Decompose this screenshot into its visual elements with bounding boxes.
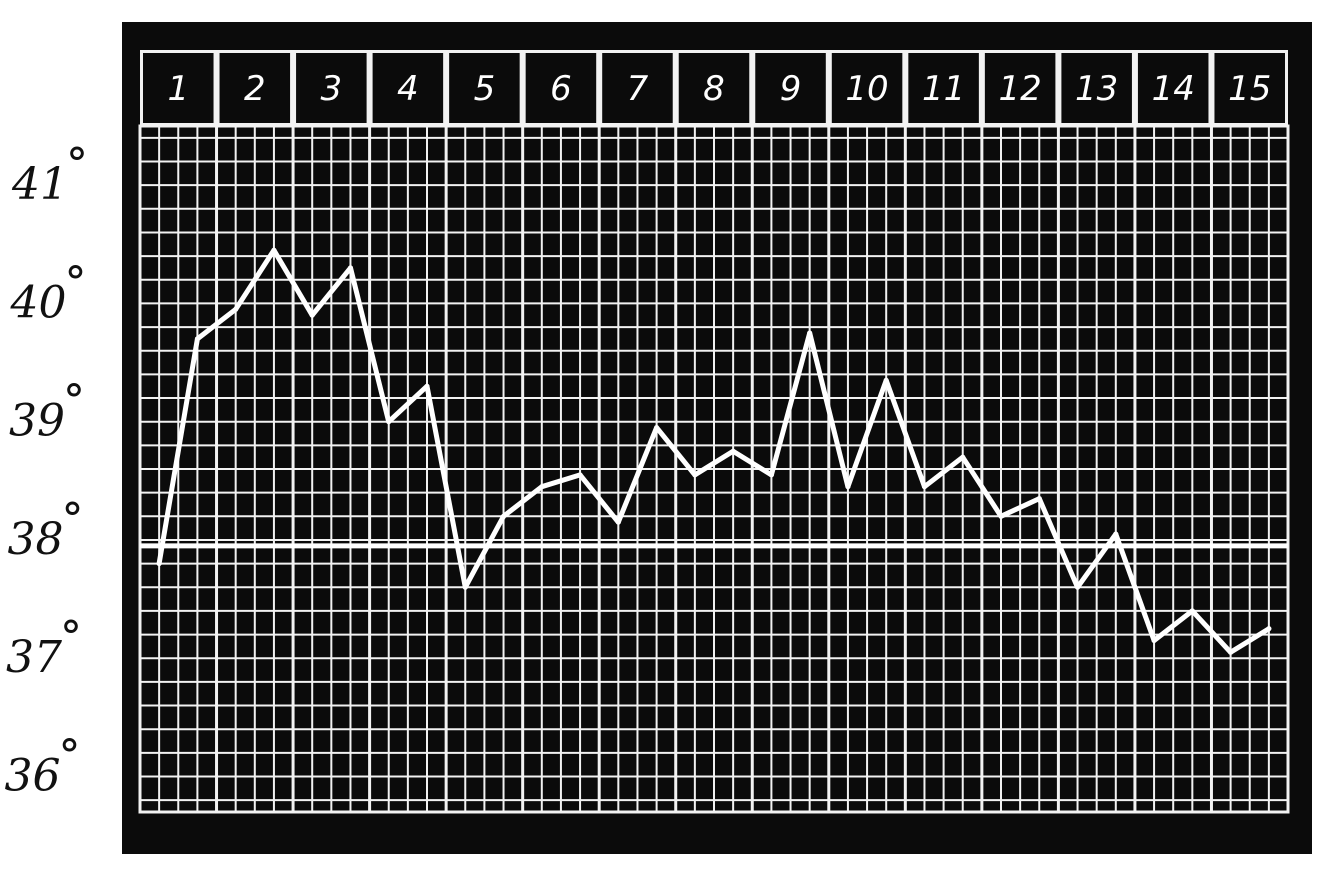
data-point xyxy=(233,306,239,312)
day-header-cell xyxy=(678,53,750,123)
data-point xyxy=(1036,496,1042,502)
day-header-cell xyxy=(372,53,444,123)
data-point xyxy=(1075,584,1081,590)
temperature-series xyxy=(156,247,1272,655)
day-label: 7 xyxy=(627,69,649,109)
data-point xyxy=(807,330,813,336)
day-label: 15 xyxy=(1228,69,1271,109)
data-point xyxy=(1228,649,1234,655)
data-point xyxy=(768,472,774,478)
day-header-cell xyxy=(449,53,520,123)
day-header-cell xyxy=(525,53,597,123)
data-point xyxy=(998,513,1004,519)
data-point xyxy=(347,265,353,271)
degree-symbol: ° xyxy=(60,612,82,663)
data-point xyxy=(1113,531,1119,537)
day-label: 3 xyxy=(321,69,343,109)
day-label: 9 xyxy=(780,69,802,109)
degree-symbol: ° xyxy=(62,494,84,545)
day-label: 11 xyxy=(922,69,965,109)
degree-symbol: ° xyxy=(66,139,88,190)
data-point xyxy=(501,513,507,519)
day-header-cell xyxy=(219,53,291,123)
day-header-cell xyxy=(1061,53,1132,123)
data-point xyxy=(692,472,698,478)
day-header-cell xyxy=(984,53,1056,123)
day-label: 14 xyxy=(1152,69,1195,109)
degree-symbol: ° xyxy=(65,257,87,308)
degree-symbol: ° xyxy=(59,731,81,782)
day-label: 2 xyxy=(244,69,266,109)
data-point xyxy=(539,484,545,490)
day-label: 6 xyxy=(550,69,572,109)
y-axis: 41°40°39°38°37°36° xyxy=(5,139,89,801)
data-point xyxy=(921,484,927,490)
day-label: 12 xyxy=(999,69,1042,109)
degree-symbol: ° xyxy=(63,376,85,427)
data-point xyxy=(960,454,966,460)
y-tick-label: 36 xyxy=(5,751,61,802)
y-tick-label: 41 xyxy=(11,159,68,210)
day-header-cell xyxy=(143,53,214,123)
day-header-row: 1 2 3 4 5 6 7 8 9 10 11 12 13 14 15 xyxy=(140,50,1288,126)
day-header-cell xyxy=(1214,53,1285,123)
data-point xyxy=(577,472,583,478)
day-header-cell xyxy=(1137,53,1209,123)
data-point xyxy=(730,448,736,454)
day-label: 8 xyxy=(703,69,725,109)
data-point xyxy=(1266,626,1272,632)
chart-grid xyxy=(138,124,1290,814)
data-point xyxy=(386,419,392,425)
data-point xyxy=(309,312,315,318)
data-point xyxy=(1189,608,1195,614)
y-tick-label: 39 xyxy=(9,396,65,447)
day-header-cell xyxy=(602,53,673,123)
y-tick-label: 40 xyxy=(10,277,67,328)
day-header-cell xyxy=(296,53,367,123)
data-point xyxy=(1151,638,1157,643)
data-point xyxy=(845,484,851,490)
data-point xyxy=(194,336,200,342)
day-header-cell xyxy=(908,53,979,123)
data-point xyxy=(883,377,889,383)
data-point xyxy=(156,561,162,567)
day-header-cell xyxy=(831,53,903,123)
data-point xyxy=(424,383,430,389)
day-label: 13 xyxy=(1075,69,1118,109)
day-label: 1 xyxy=(167,69,189,109)
day-label: 4 xyxy=(397,69,419,109)
data-point xyxy=(271,247,277,253)
day-label: 10 xyxy=(845,69,888,109)
y-tick-label: 37 xyxy=(6,632,62,683)
day-label: 5 xyxy=(474,69,496,109)
series-line xyxy=(156,247,1272,655)
data-point xyxy=(654,425,660,431)
day-header-cell xyxy=(755,53,826,123)
data-point xyxy=(615,519,621,525)
y-tick-label: 38 xyxy=(8,514,64,565)
data-point xyxy=(462,584,468,590)
